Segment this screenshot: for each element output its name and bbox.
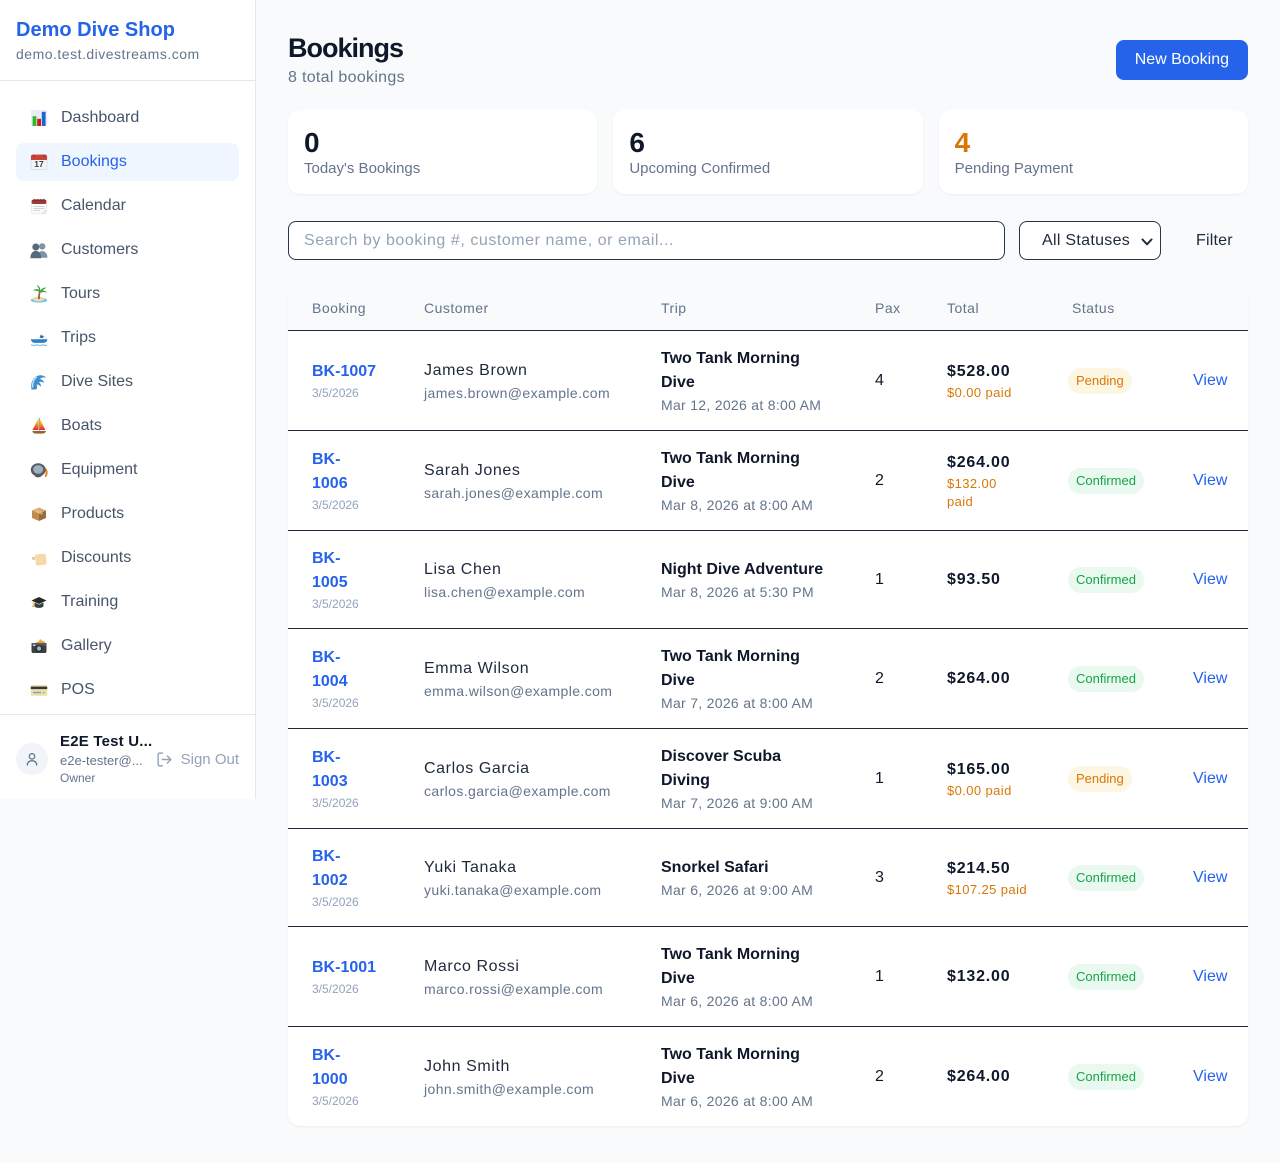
svg-text:17: 17 [34, 159, 44, 169]
